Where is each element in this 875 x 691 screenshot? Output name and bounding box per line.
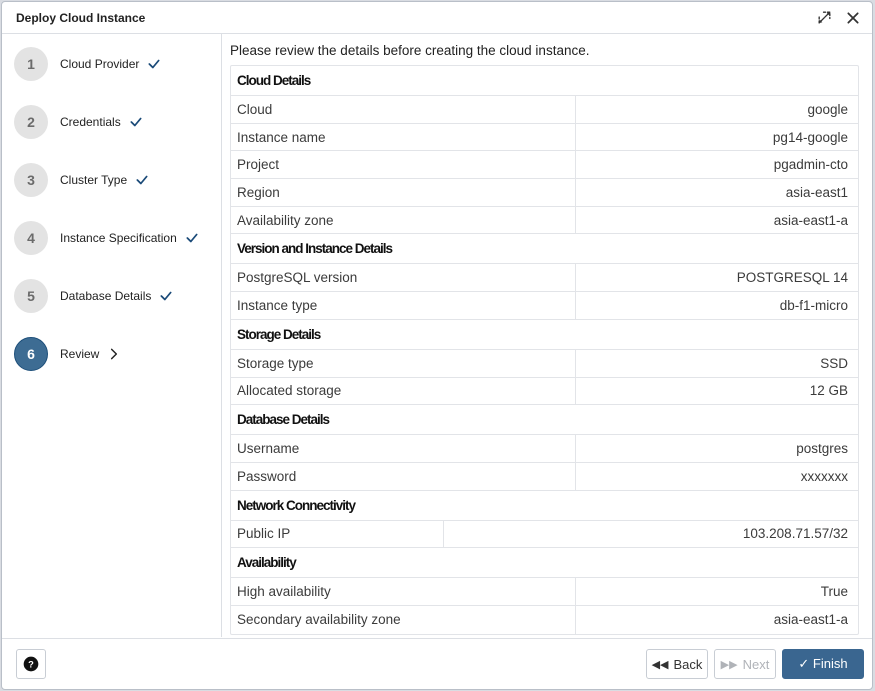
svg-text:?: ? xyxy=(28,659,34,669)
